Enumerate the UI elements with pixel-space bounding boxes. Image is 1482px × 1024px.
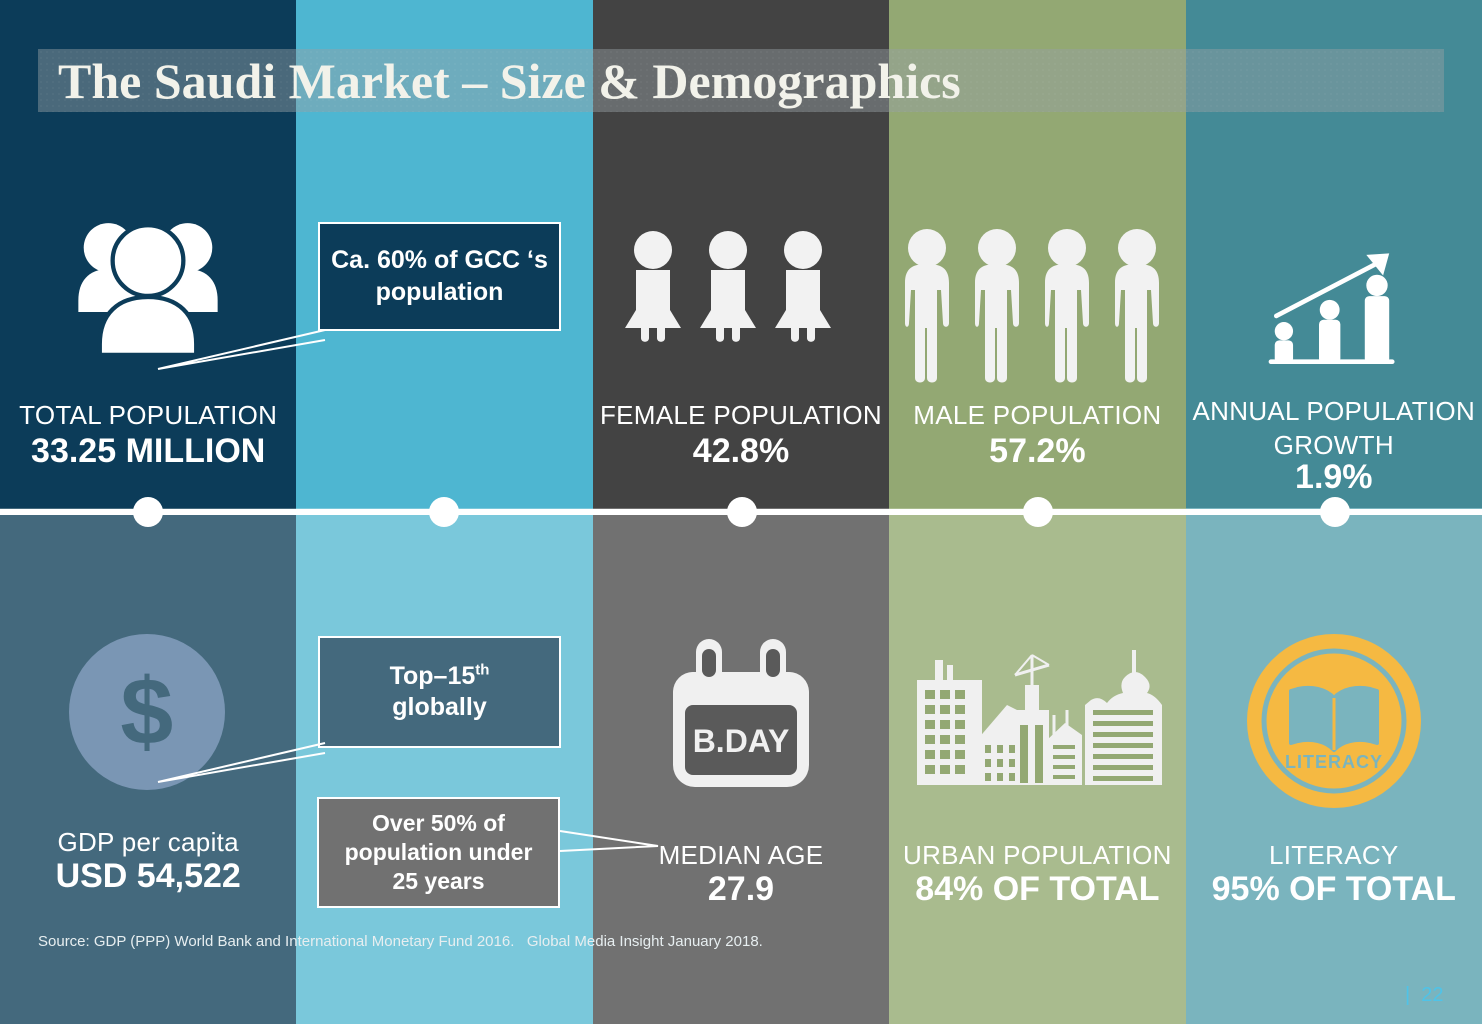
svg-text:LITERACY: LITERACY <box>1285 752 1383 772</box>
svg-text:B.DAY: B.DAY <box>693 723 790 759</box>
